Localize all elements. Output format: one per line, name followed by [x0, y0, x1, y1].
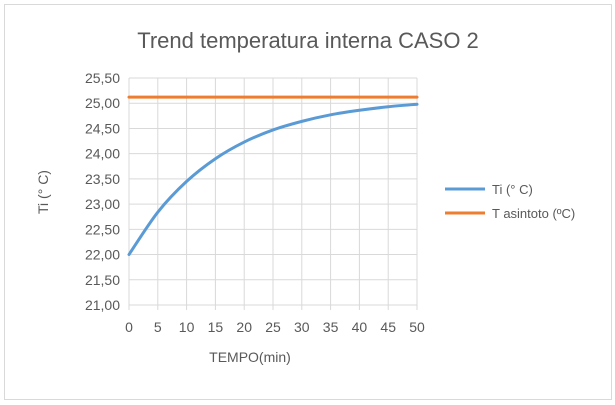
- y-axis-label: Ti (° C): [35, 170, 51, 214]
- y-tick-label: 22,50: [85, 221, 120, 237]
- chart-frame: [4, 4, 612, 400]
- y-tick-label: 21,50: [85, 272, 120, 288]
- y-tick-label: 22,00: [85, 247, 120, 263]
- x-tick-label: 35: [323, 319, 339, 335]
- y-tick-label: 25,00: [85, 95, 120, 111]
- y-tick-label: 23,50: [85, 171, 120, 187]
- y-tick-label: 24,00: [85, 146, 120, 162]
- x-tick-label: 0: [125, 319, 133, 335]
- x-tick-label: 50: [409, 319, 425, 335]
- legend-label-0: Ti (° C): [492, 182, 533, 197]
- y-tick-label: 24,50: [85, 120, 120, 136]
- x-tick-label: 25: [265, 319, 281, 335]
- x-axis-label: TEMPO(min): [209, 349, 291, 365]
- y-tick-label: 25,50: [85, 70, 120, 86]
- x-tick-label: 5: [154, 319, 162, 335]
- x-tick-label: 45: [380, 319, 396, 335]
- y-tick-label: 21,00: [85, 297, 120, 313]
- legend: Ti (° C) T asintoto (ºC): [445, 182, 575, 221]
- series-line-0: [127, 102, 419, 257]
- chart-title: Trend temperatura interna CASO 2: [137, 28, 479, 53]
- y-tick-label: 23,00: [85, 196, 120, 212]
- x-tick-label: 30: [294, 319, 310, 335]
- x-tick-label: 15: [208, 319, 224, 335]
- x-tick-label: 40: [352, 319, 368, 335]
- x-tick-label: 20: [236, 319, 252, 335]
- legend-label-1: T asintoto (ºC): [492, 206, 575, 221]
- x-tick-label: 10: [179, 319, 195, 335]
